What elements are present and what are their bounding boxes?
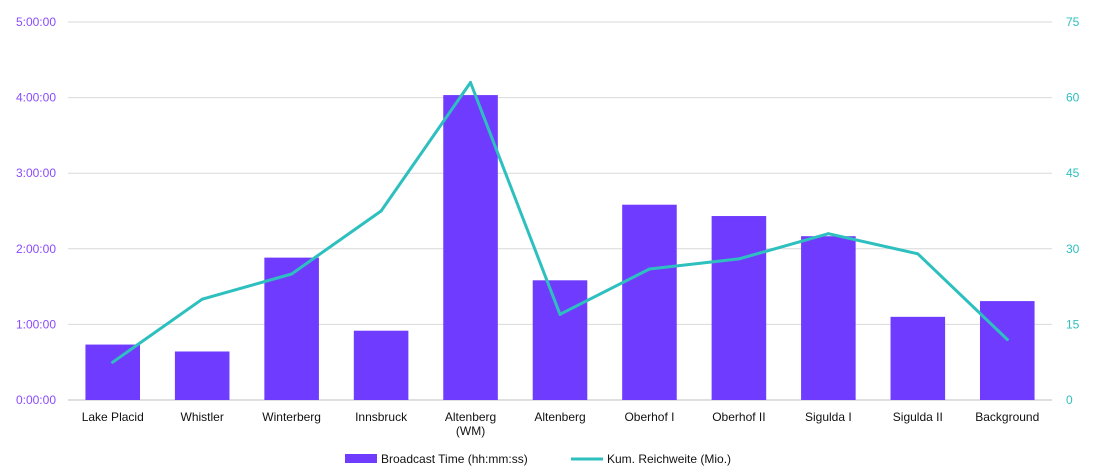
x-category-label: Background	[975, 410, 1039, 424]
x-category-label: Oberhof I	[624, 410, 674, 424]
y-left-tick-label: 4:00:00	[16, 91, 56, 105]
x-category-label: Oberhof II	[712, 410, 765, 424]
line-point	[1005, 338, 1009, 342]
y-right-tick-label: 60	[1066, 91, 1080, 105]
x-category-label: Sigulda I	[805, 410, 852, 424]
bar	[174, 351, 230, 400]
x-category-label: Winterberg	[262, 410, 321, 424]
x-category-label: Sigulda II	[893, 410, 943, 424]
x-category-label: Altenberg	[534, 410, 585, 424]
legend-swatch-bar	[345, 454, 377, 463]
y-right-tick-label: 45	[1066, 166, 1080, 180]
line-point	[200, 297, 204, 301]
bar	[85, 344, 141, 400]
line-point	[647, 267, 651, 271]
y-left-tick-label: 0:00:00	[16, 393, 56, 407]
line-point	[916, 252, 920, 256]
y-left-tick-label: 2:00:00	[16, 242, 56, 256]
y-left-tick-label: 1:00:00	[16, 317, 56, 331]
line-point	[379, 209, 383, 213]
y-left-tick-label: 3:00:00	[16, 166, 56, 180]
x-category-label: (WM)	[456, 424, 485, 438]
y-left-tick-label: 5:00:00	[16, 15, 56, 29]
line-point	[737, 257, 741, 261]
line-point	[826, 232, 830, 236]
y-right-tick-label: 75	[1066, 15, 1080, 29]
y-right-tick-label: 15	[1066, 317, 1080, 331]
line-point	[558, 312, 562, 316]
x-category-label: Altenberg	[445, 410, 496, 424]
y-right-tick-label: 30	[1066, 242, 1080, 256]
legend-label-line: Kum. Reichweite (Mio.)	[607, 452, 731, 466]
bar	[264, 257, 319, 400]
bar	[622, 204, 677, 400]
x-category-label: Whistler	[181, 410, 224, 424]
y-right-tick-label: 0	[1066, 393, 1073, 407]
line-point	[469, 80, 473, 84]
bar	[979, 301, 1035, 400]
line-point	[290, 272, 294, 276]
x-category-label: Lake Placid	[82, 410, 144, 424]
legend-label-bar: Broadcast Time (hh:mm:ss)	[381, 452, 528, 466]
bar	[890, 316, 946, 400]
line-point	[111, 360, 115, 364]
x-category-label: Innsbruck	[355, 410, 408, 424]
bar	[801, 236, 856, 400]
bar	[353, 330, 409, 400]
bar	[443, 95, 498, 400]
bar	[711, 216, 767, 400]
bar	[532, 280, 588, 400]
